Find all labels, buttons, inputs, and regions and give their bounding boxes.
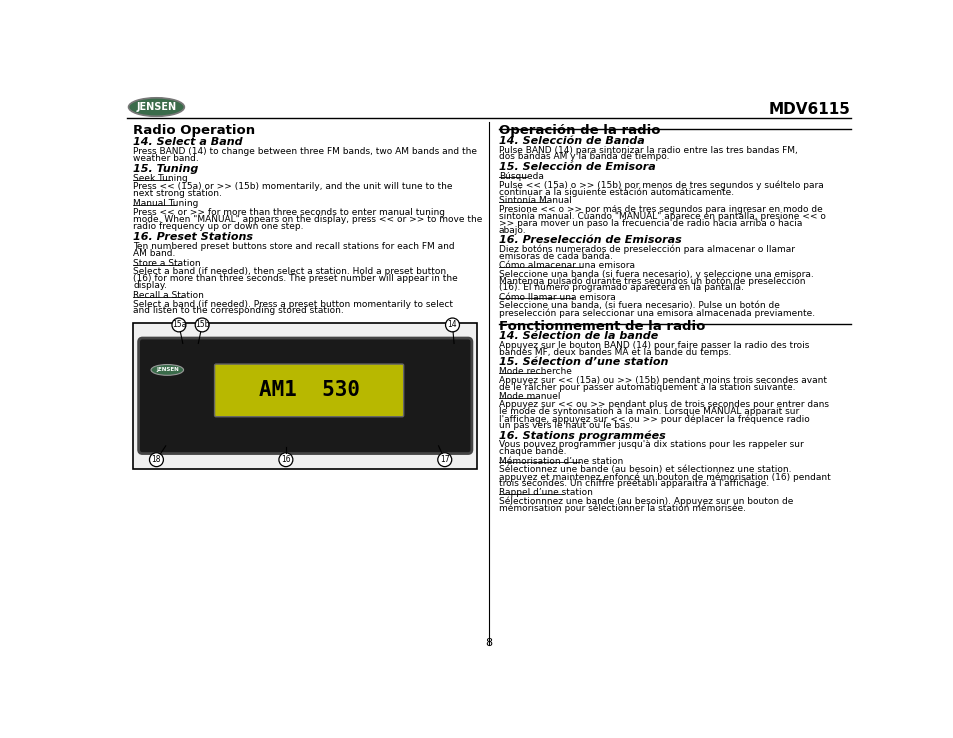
FancyBboxPatch shape	[138, 338, 472, 454]
Text: Presione << o >> por más de tres segundos para ingresar en modo de: Presione << o >> por más de tres segundo…	[498, 205, 821, 214]
Text: 18: 18	[152, 455, 161, 464]
Text: 8: 8	[485, 638, 492, 647]
Text: 16. Preselección de Emisoras: 16. Preselección de Emisoras	[498, 235, 681, 245]
Text: appuyez et maintenez enfoncé un bouton de mémorisation (16) pendant: appuyez et maintenez enfoncé un bouton d…	[498, 472, 830, 481]
Text: 15a: 15a	[172, 320, 186, 329]
Text: Manual Tuning: Manual Tuning	[133, 199, 198, 208]
Text: Seleccione una banda, (si fuera necesario). Pulse un botón de: Seleccione una banda, (si fuera necesari…	[498, 301, 779, 310]
Text: 17: 17	[439, 455, 449, 464]
Text: 15. Selección de Emisora: 15. Selección de Emisora	[498, 162, 655, 172]
Circle shape	[172, 318, 186, 332]
Text: 16. Stations programmées: 16. Stations programmées	[498, 430, 665, 441]
Text: 15b: 15b	[194, 320, 210, 329]
Text: 14: 14	[447, 320, 456, 329]
Text: Store a Station: Store a Station	[133, 259, 201, 268]
Text: Pulse << (15a) o >> (15b) por menos de tres segundos y suéltelo para: Pulse << (15a) o >> (15b) por menos de t…	[498, 180, 822, 190]
Text: Sélectionnnez une bande (au besoin). Appuyez sur un bouton de: Sélectionnnez une bande (au besoin). App…	[498, 497, 793, 506]
Text: mémorisation pour sélectionner la station mémorisée.: mémorisation pour sélectionner la statio…	[498, 503, 745, 513]
Text: Diez botóns numerados de preselección para almacenar o llamar: Diez botóns numerados de preselección pa…	[498, 245, 794, 255]
Circle shape	[445, 318, 459, 332]
Text: dos bandas AM y la banda de tiempo.: dos bandas AM y la banda de tiempo.	[498, 153, 669, 162]
Text: sintonía manual. Cuando "MANUAL" aparece en pantalla, presione << o: sintonía manual. Cuando "MANUAL" aparece…	[498, 212, 825, 221]
Text: Sintonía Manual: Sintonía Manual	[498, 196, 571, 205]
Text: Seleccione una banda (si fuera necesario), y seleccione una emisora.: Seleccione una banda (si fuera necesario…	[498, 269, 813, 278]
Text: 14. Selección de Banda: 14. Selección de Banda	[498, 136, 644, 145]
Text: 15. Tuning: 15. Tuning	[133, 164, 198, 174]
Text: emisoras de cada banda.: emisoras de cada banda.	[498, 252, 612, 261]
Text: Cómo almacenar una emisora: Cómo almacenar una emisora	[498, 261, 635, 270]
Text: Appuyez sur le bouton BAND (14) pour faire passer la radio des trois: Appuyez sur le bouton BAND (14) pour fai…	[498, 341, 808, 350]
Text: 16: 16	[281, 455, 291, 464]
Text: trois secondes. Un chiffre préétabli apparaitra à l'affichage.: trois secondes. Un chiffre préétabli app…	[498, 479, 768, 489]
Text: Press << (15a) or >> (15b) momentarily, and the unit will tune to the: Press << (15a) or >> (15b) momentarily, …	[133, 182, 453, 191]
Circle shape	[195, 318, 209, 332]
Text: Mode recherche: Mode recherche	[498, 368, 571, 376]
FancyBboxPatch shape	[133, 323, 476, 469]
Circle shape	[278, 453, 293, 466]
Text: Mode manuel: Mode manuel	[498, 392, 560, 401]
Text: radio frequency up or down one step.: radio frequency up or down one step.	[133, 222, 303, 231]
Text: Pulse BAND (14) para sintonizar la radio entre las tres bandas FM,: Pulse BAND (14) para sintonizar la radio…	[498, 145, 797, 154]
Text: Ten numbered preset buttons store and recall stations for each FM and: Ten numbered preset buttons store and re…	[133, 242, 455, 251]
Text: continuar a la siguiente estación automáticamente.: continuar a la siguiente estación automá…	[498, 187, 734, 196]
Text: Rappel d’une station: Rappel d’une station	[498, 489, 592, 497]
Ellipse shape	[151, 365, 183, 376]
Text: Mémorisation d’une station: Mémorisation d’une station	[498, 457, 622, 466]
Text: Seek Tuning: Seek Tuning	[133, 174, 188, 183]
Text: un pas vers le haut ou le bas.: un pas vers le haut ou le bas.	[498, 421, 633, 430]
Text: 16. Preset Stations: 16. Preset Stations	[133, 232, 253, 242]
Text: (16) for more than three seconds. The preset number will appear in the: (16) for more than three seconds. The pr…	[133, 274, 457, 283]
Text: >> para mover un paso la frecuencia de radio hacia arriba o hacia: >> para mover un paso la frecuencia de r…	[498, 218, 801, 228]
Text: Operación de la radio: Operación de la radio	[498, 124, 659, 137]
Text: Cómo llamar una emisora: Cómo llamar una emisora	[498, 292, 615, 302]
Text: Búsqueda: Búsqueda	[498, 172, 543, 181]
Text: Appuyez sur << ou >> pendant plus de trois secondes pour entrer dans: Appuyez sur << ou >> pendant plus de tro…	[498, 401, 828, 410]
Text: bandes MF, deux bandes MA et la bande du temps.: bandes MF, deux bandes MA et la bande du…	[498, 348, 731, 357]
Text: Press << or >> for more than three seconds to enter manual tuning: Press << or >> for more than three secon…	[133, 208, 445, 217]
Text: Fonctionnement de la radio: Fonctionnement de la radio	[498, 320, 704, 333]
Text: Select a band (if needed), then select a station. Hold a preset button: Select a band (if needed), then select a…	[133, 267, 446, 276]
Text: next strong station.: next strong station.	[133, 190, 222, 199]
Text: Press BAND (14) to change between three FM bands, two AM bands and the: Press BAND (14) to change between three …	[133, 147, 476, 156]
Text: MDV6115: MDV6115	[768, 103, 850, 117]
Text: le mode de syntonisation à la main. Lorsque MANUAL apparait sur: le mode de syntonisation à la main. Lors…	[498, 407, 799, 416]
Text: AM band.: AM band.	[133, 249, 175, 258]
Text: Appuyez sur << (15a) ou >> (15b) pendant moins trois secondes avant: Appuyez sur << (15a) ou >> (15b) pendant…	[498, 376, 826, 384]
Text: Vous pouvez programmer jusqu'à dix stations pour les rappeler sur: Vous pouvez programmer jusqu'à dix stati…	[498, 441, 803, 449]
Text: Radio Operation: Radio Operation	[133, 124, 255, 137]
Text: display.: display.	[133, 281, 167, 290]
Text: chaque bande.: chaque bande.	[498, 447, 566, 456]
FancyBboxPatch shape	[214, 364, 403, 417]
Text: mode. When "MANUAL" appears on the display, press << or >> to move the: mode. When "MANUAL" appears on the displ…	[133, 215, 482, 224]
Text: abajo.: abajo.	[498, 226, 526, 235]
Text: l'affichage, appuyez sur << ou >> pour déplacer la fréquence radio: l'affichage, appuyez sur << ou >> pour d…	[498, 414, 809, 424]
Text: and listen to the corresponding stored station.: and listen to the corresponding stored s…	[133, 306, 344, 315]
Text: 14. Sélection de la bande: 14. Sélection de la bande	[498, 331, 658, 341]
Circle shape	[150, 453, 163, 466]
Text: Mantenga pulsado durante tres segundos un botón de preselección: Mantenga pulsado durante tres segundos u…	[498, 277, 804, 286]
Ellipse shape	[129, 98, 184, 117]
Text: de le râlcher pour passer automatiquement à la station suivante.: de le râlcher pour passer automatiquemen…	[498, 383, 795, 392]
Text: JENSEN: JENSEN	[155, 368, 178, 373]
Text: 14. Select a Band: 14. Select a Band	[133, 137, 243, 147]
Text: JENSEN: JENSEN	[136, 102, 176, 112]
Text: Sélectionnez une bande (au besoin) et sélectionnez une station.: Sélectionnez une bande (au besoin) et sé…	[498, 465, 791, 474]
Text: AM1  530: AM1 530	[258, 380, 359, 401]
Text: weather band.: weather band.	[133, 154, 199, 163]
Circle shape	[437, 453, 452, 466]
Text: 15. Sélection d’une station: 15. Sélection d’une station	[498, 357, 668, 368]
Text: Select a band (if needed). Press a preset button momentarily to select: Select a band (if needed). Press a prese…	[133, 300, 453, 308]
Text: Recall a Station: Recall a Station	[133, 291, 204, 300]
Text: preselección para seleccionar una emisora almacenada previamente.: preselección para seleccionar una emisor…	[498, 308, 814, 317]
Text: (16). El número programado aparecerá en la pantalla.: (16). El número programado aparecerá en …	[498, 283, 743, 292]
